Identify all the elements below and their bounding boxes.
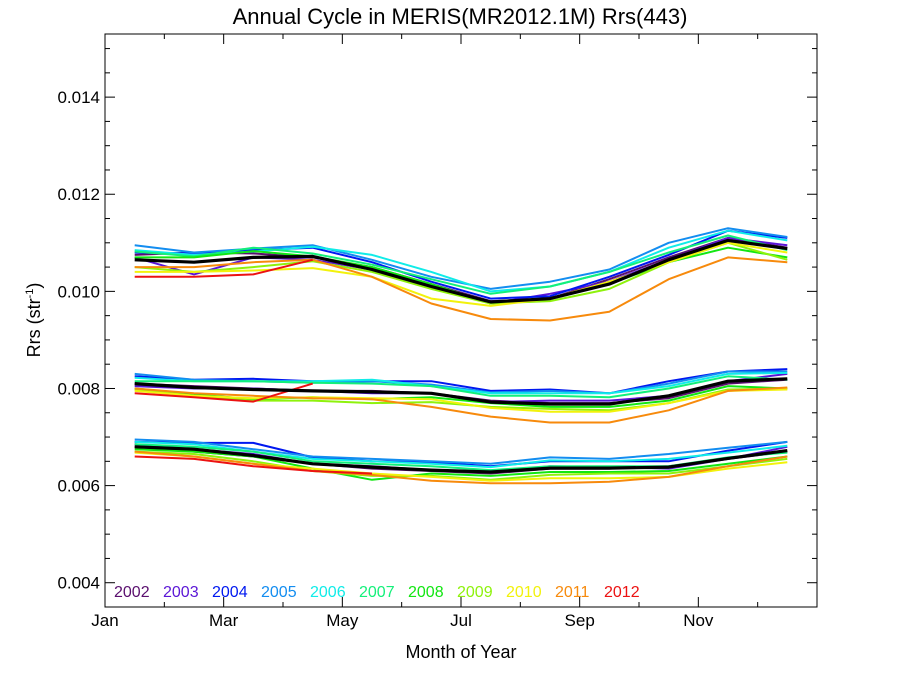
- y-axis: 0.004 0.006 0.008 0.010 0.012 0.014: [57, 48, 817, 608]
- series-line-2007-upper: [134, 234, 788, 295]
- x-tick-label: Nov: [683, 611, 714, 630]
- series-line-2011-lower: [134, 450, 788, 485]
- series-line-2011-upper: [134, 256, 788, 322]
- legend-item-2010: 2010: [506, 584, 542, 601]
- mean-line-2: [134, 445, 788, 474]
- legend-item-2012: 2012: [604, 584, 640, 601]
- series-line-2012-upper: [134, 258, 313, 278]
- series-line-2010-upper: [134, 241, 788, 307]
- x-tick-label: Jan: [91, 611, 118, 630]
- x-axis: Jan Mar May Jul Sep Nov: [91, 34, 818, 630]
- legend-item-2003: 2003: [163, 584, 199, 601]
- mean-lines: [134, 238, 788, 474]
- series-line-2005-lower: [134, 438, 788, 465]
- legend-item-2011: 2011: [555, 584, 590, 601]
- x-tick-label: May: [326, 611, 359, 630]
- x-tick-label: Mar: [209, 611, 239, 630]
- legend-item-2008: 2008: [408, 584, 444, 601]
- y-tick-label: 0.008: [57, 379, 100, 398]
- y-axis-label-main: Rrs (str: [24, 298, 44, 357]
- legend-item-2004: 2004: [212, 584, 248, 601]
- mean-line-0: [134, 238, 788, 304]
- series-line-2012-mid: [134, 382, 313, 403]
- series-line-2011-mid: [134, 386, 788, 424]
- series-lines: [134, 227, 788, 485]
- plot-frame: [104, 33, 818, 608]
- y-tick-label: 0.010: [57, 282, 100, 301]
- series-line-2006-upper: [134, 229, 788, 293]
- legend-item-2005: 2005: [261, 584, 297, 601]
- x-tick-label: Jul: [450, 611, 472, 630]
- legend: 2002 2003 2004 2005 2006 2007 2008 2009 2010 2011…: [114, 584, 640, 601]
- x-tick-label: Sep: [565, 611, 595, 630]
- y-axis-label-superscript: -1: [24, 289, 36, 299]
- y-tick-label: 0.012: [57, 185, 100, 204]
- y-tick-label: 0.006: [57, 477, 100, 496]
- y-axis-label-close: ): [24, 283, 44, 289]
- mean-line-1: [134, 377, 788, 406]
- y-axis-label: Rrs (str-1): [24, 283, 44, 358]
- series-line-2010-mid: [134, 388, 788, 413]
- legend-item-2006: 2006: [310, 584, 346, 601]
- series-line-2004-lower: [134, 440, 788, 468]
- legend-item-2002: 2002: [114, 584, 150, 601]
- series-line-2004-mid: [134, 368, 788, 395]
- legend-item-2007: 2007: [359, 584, 395, 601]
- legend-item-2009: 2009: [457, 584, 493, 601]
- x-axis-label: Month of Year: [405, 642, 516, 662]
- series-line-2007-mid: [134, 375, 788, 399]
- y-tick-label: 0.014: [57, 88, 100, 107]
- series-line-2004-upper: [134, 229, 788, 300]
- series-line-2012-lower: [134, 455, 373, 475]
- y-tick-label: 0.004: [57, 574, 100, 593]
- chart-title: Annual Cycle in MERIS(MR2012.1M) Rrs(443…: [233, 4, 688, 29]
